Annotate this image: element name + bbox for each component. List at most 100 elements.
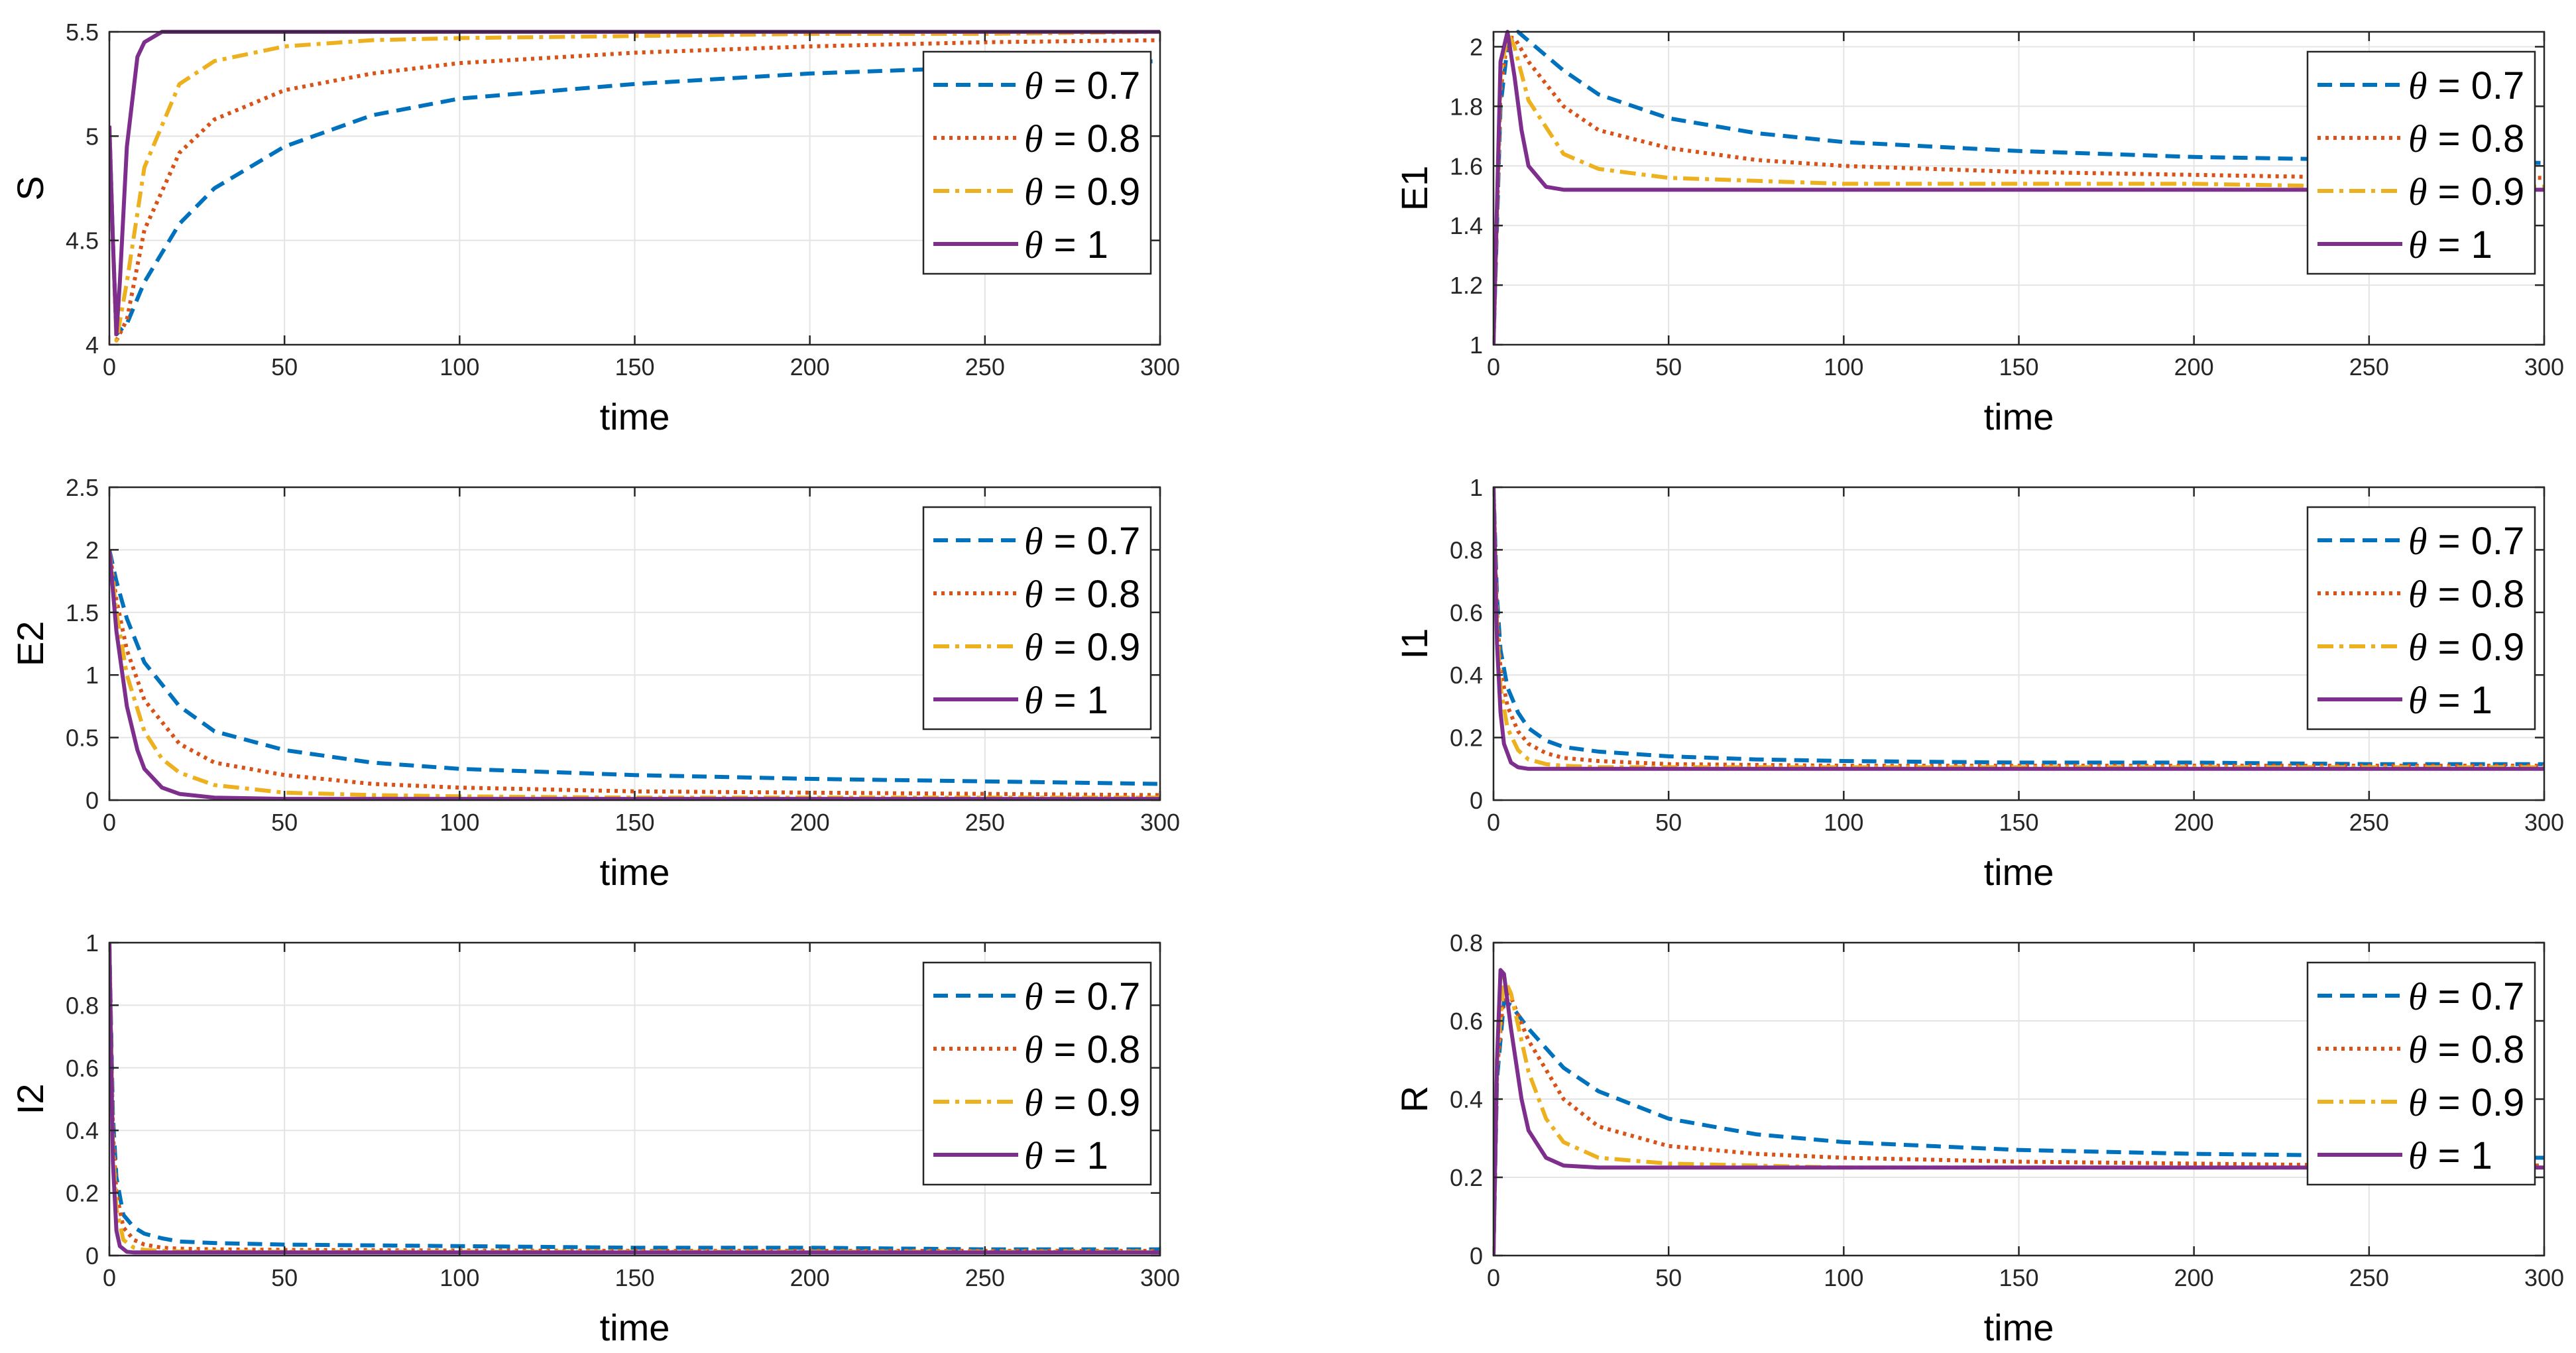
legend-entry: θ = 1: [2408, 1134, 2492, 1177]
y-tick-label: 1.6: [1450, 152, 1483, 180]
legend-entry-value: = 0.7: [1043, 520, 1141, 563]
x-tick-label: 200: [2174, 809, 2214, 836]
y-axis-label: E1: [1393, 166, 1435, 211]
y-tick-label: 0.4: [66, 1117, 99, 1144]
y-tick-label: 1: [1470, 474, 1483, 501]
y-tick-label: 0.8: [1450, 929, 1483, 957]
x-tick-label: 300: [1140, 1264, 1180, 1291]
y-tick-label: 0.4: [1450, 1086, 1483, 1113]
x-tick-label: 250: [965, 809, 1005, 836]
legend-entry: θ = 0.9: [2408, 170, 2524, 213]
y-axis-label: I2: [9, 1084, 51, 1115]
legend-entry-value: = 0.9: [1043, 626, 1141, 669]
legend-entry: θ = 1: [2408, 223, 2492, 266]
x-tick-label: 0: [103, 809, 116, 836]
legend-entry: θ = 0.9: [2408, 1081, 2524, 1124]
y-tick-label: 0.6: [1450, 599, 1483, 626]
y-tick-label: 1: [1470, 331, 1483, 359]
y-tick-label: 0.8: [1450, 536, 1483, 563]
legend-entry: θ = 0.9: [1024, 626, 1140, 669]
legend-theta-symbol: θ: [1024, 573, 1043, 616]
panel-i1: 0 50 100 150 200 250 300 0 0.2 0.4 0.6 0.8 1 time I1 θ …: [1393, 474, 2564, 893]
legend-entry-value: = 0.7: [2428, 975, 2525, 1018]
legend-theta-symbol: θ: [2408, 679, 2428, 722]
legend-theta-symbol: θ: [2408, 1081, 2428, 1124]
x-tick-label: 200: [790, 809, 830, 836]
y-tick-label: 0: [86, 1242, 99, 1269]
legend-box: [2306, 961, 2536, 1186]
x-axis-label: time: [1984, 1307, 2054, 1348]
legend-entry-value: = 1: [2428, 679, 2492, 722]
legend-box: [922, 506, 1152, 731]
legend-theta-symbol: θ: [2408, 117, 2428, 160]
legend-entry: θ = 0.7: [2408, 975, 2524, 1018]
x-tick-label: 250: [2349, 1264, 2389, 1291]
x-axis-label: time: [600, 1307, 670, 1348]
y-tick-label: 4.5: [66, 227, 99, 255]
legend-theta-symbol: θ: [1024, 679, 1043, 722]
x-tick-label: 0: [1487, 353, 1500, 381]
x-tick-label: 100: [1824, 353, 1863, 381]
series-group: [1493, 487, 2544, 771]
legend-entry: θ = 0.8: [2408, 117, 2524, 160]
legend-theta-symbol: θ: [1024, 975, 1043, 1018]
y-tick-label: 0: [1470, 787, 1483, 814]
y-tick-label: 0.8: [66, 992, 99, 1019]
legend-entry: θ = 1: [1024, 679, 1108, 722]
y-tick-label: 2: [1470, 33, 1483, 60]
x-tick-label: 50: [1655, 809, 1682, 836]
x-tick-label: 100: [439, 809, 479, 836]
legend-entry: θ = 0.8: [1024, 573, 1140, 616]
x-tick-label: 100: [1824, 809, 1863, 836]
y-tick-label: 1.8: [1450, 93, 1483, 120]
series-line-e1-4: [1493, 30, 2544, 345]
x-tick-label: 150: [1999, 1264, 2038, 1291]
legend: θ = 0.7θ = 0.8θ = 0.9θ = 1: [2306, 50, 2536, 275]
y-tick-label: 0.6: [1450, 1008, 1483, 1035]
series-line-i2-4: [109, 942, 1160, 1255]
legend-entry: θ = 1: [1024, 223, 1108, 266]
legend-theta-symbol: θ: [1024, 1081, 1043, 1124]
legend-theta-symbol: θ: [1024, 64, 1043, 107]
legend-theta-symbol: θ: [2408, 1028, 2428, 1071]
legend-theta-symbol: θ: [1024, 117, 1043, 160]
legend-entry-value: = 0.9: [2428, 170, 2525, 213]
x-tick-label: 250: [2349, 809, 2389, 836]
series-line-r-1: [1493, 999, 2544, 1256]
legend: θ = 0.7θ = 0.8θ = 0.9θ = 1: [922, 506, 1152, 731]
legend-theta-symbol: θ: [2408, 975, 2428, 1018]
legend-box: [2306, 50, 2536, 275]
legend-entry-value: = 0.9: [2428, 1081, 2525, 1124]
x-tick-label: 50: [1655, 1264, 1682, 1291]
legend-entry-value: = 1: [2428, 1134, 2492, 1177]
legend-theta-symbol: θ: [1024, 520, 1043, 563]
y-tick-label: 0.5: [66, 725, 99, 752]
legend: θ = 0.7θ = 0.8θ = 0.9θ = 1: [922, 961, 1152, 1186]
x-tick-label: 50: [271, 1264, 298, 1291]
legend-entry-value: = 0.8: [2428, 1028, 2525, 1071]
x-tick-label: 0: [1487, 809, 1500, 836]
legend-entry-value: = 0.8: [1043, 1028, 1141, 1071]
y-tick-label: 2.5: [66, 474, 99, 501]
x-axis-label: time: [1984, 851, 2054, 893]
series-line-i1-1: [1493, 487, 2544, 766]
x-tick-label: 250: [2349, 353, 2389, 381]
legend: θ = 0.7θ = 0.8θ = 0.9θ = 1: [2306, 961, 2536, 1186]
y-tick-label: 2: [86, 536, 99, 563]
legend-entry-value: = 1: [2428, 223, 2492, 266]
legend-entry: θ = 0.8: [1024, 117, 1140, 160]
x-tick-label: 100: [439, 353, 479, 381]
legend-theta-symbol: θ: [2408, 170, 2428, 213]
legend-entry: θ = 0.7: [1024, 520, 1140, 563]
legend-entry-value: = 0.8: [1043, 573, 1141, 616]
x-tick-label: 300: [2524, 1264, 2564, 1291]
y-tick-label: 0.2: [1450, 725, 1483, 752]
legend-box: [2306, 506, 2536, 731]
y-tick-label: 1.5: [66, 599, 99, 626]
x-tick-label: 300: [2524, 809, 2564, 836]
y-axis-label: S: [9, 176, 51, 200]
y-tick-label: 0.6: [66, 1055, 99, 1082]
legend-entry-value: = 0.7: [2428, 64, 2525, 107]
x-tick-label: 200: [790, 353, 830, 381]
